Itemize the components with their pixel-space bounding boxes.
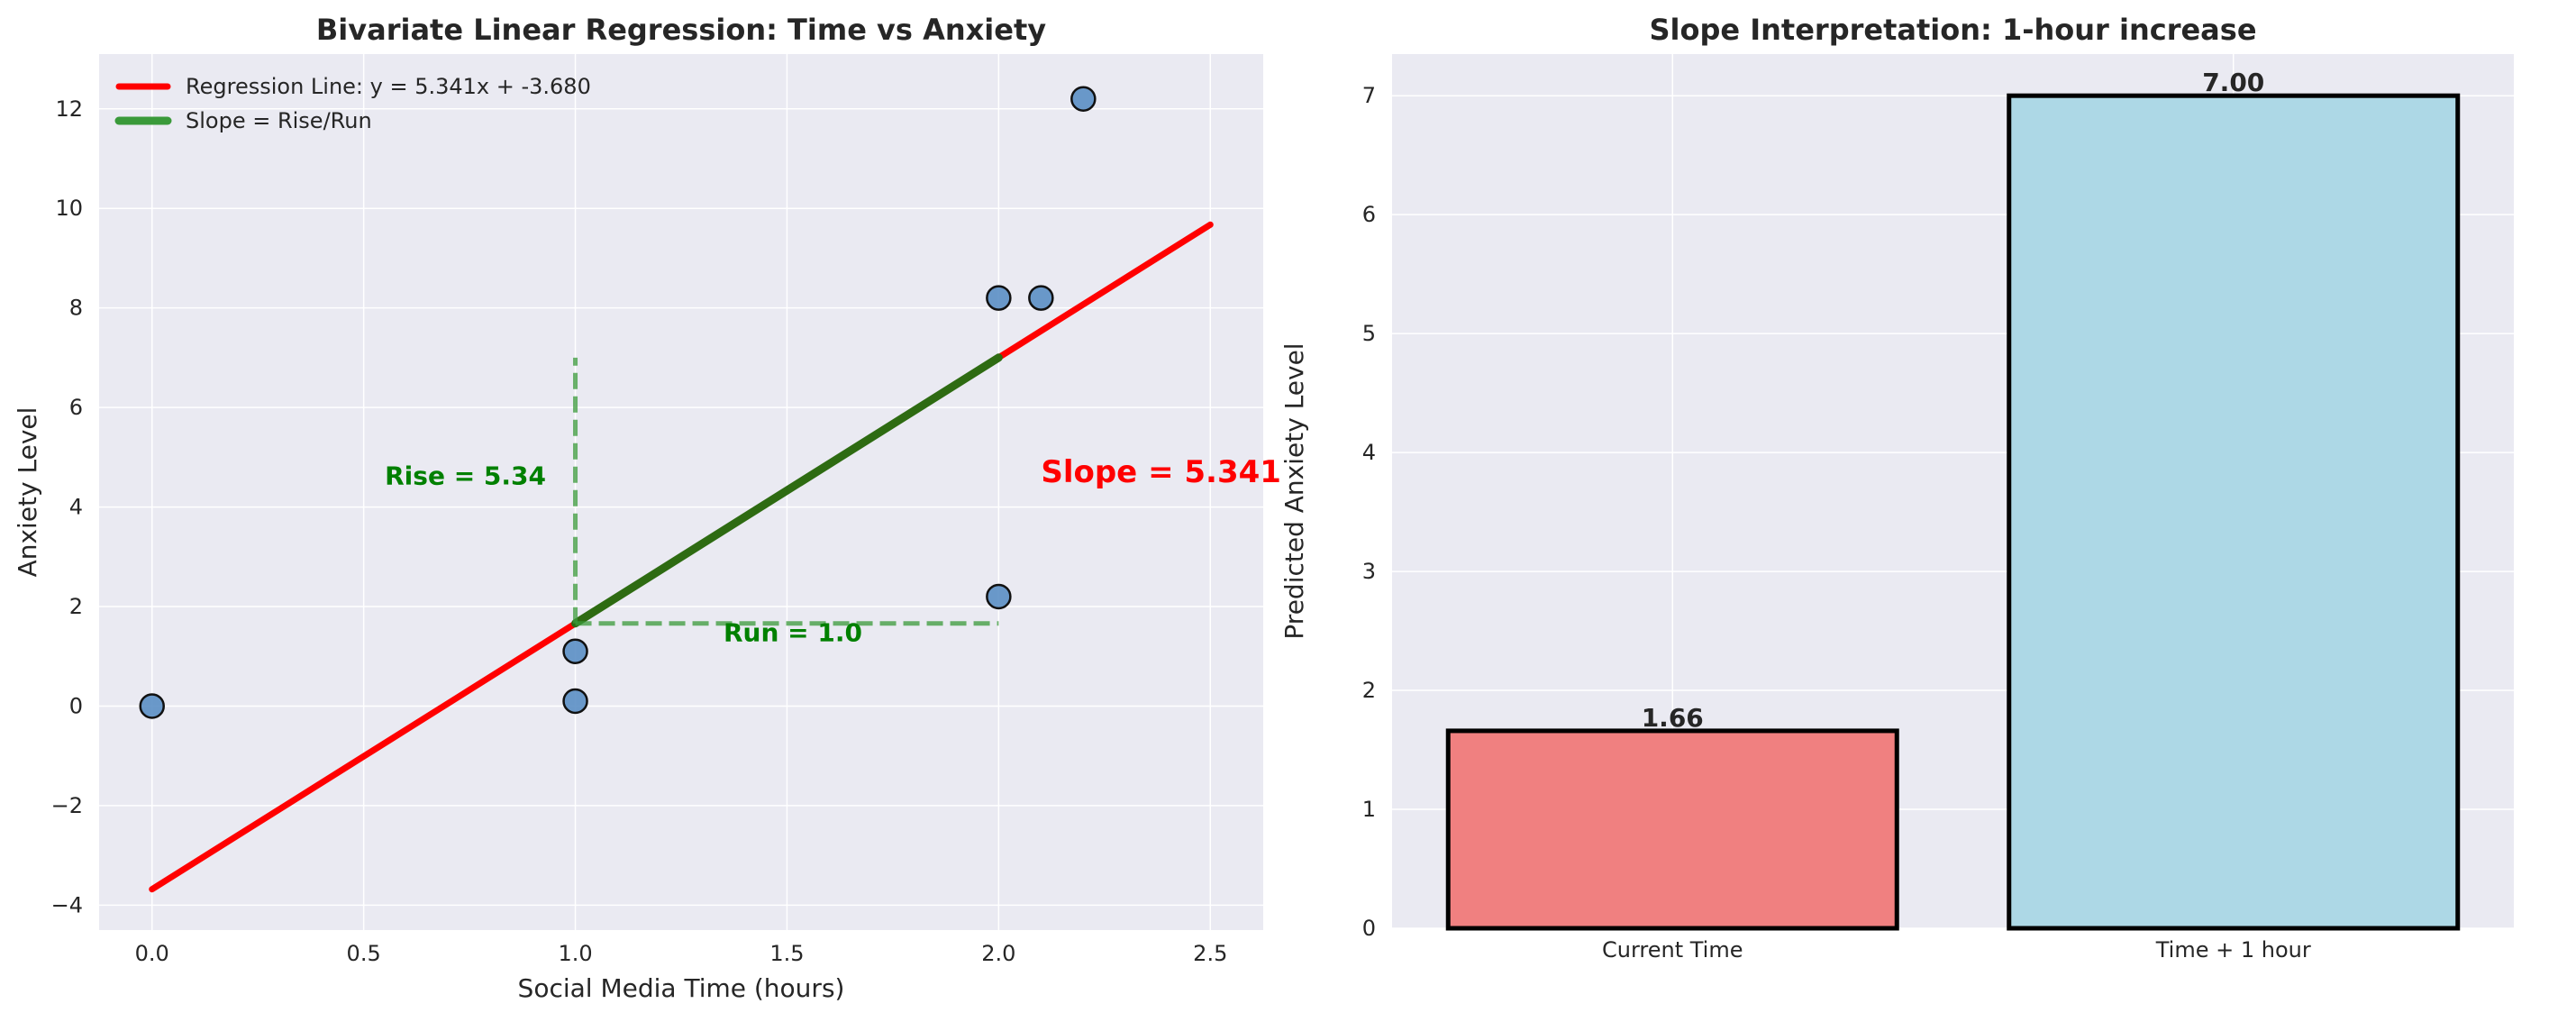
x-tick-label: 2.5 bbox=[1193, 941, 1227, 966]
bar-y-axis-label: Predicted Anxiety Level bbox=[1279, 342, 1309, 639]
y-tick-label: 0 bbox=[1362, 916, 1376, 941]
y-tick-label: −4 bbox=[51, 892, 83, 917]
legend-regression-label: Regression Line: y = 5.341x + -3.680 bbox=[186, 74, 591, 99]
y-tick-label: 4 bbox=[1362, 440, 1376, 465]
regression-y-axis-label: Anxiety Level bbox=[13, 407, 42, 578]
y-tick-label: 7 bbox=[1362, 83, 1376, 108]
regression-marks bbox=[139, 86, 1214, 893]
y-tick-label: 3 bbox=[1362, 559, 1376, 584]
bar bbox=[1445, 728, 1899, 931]
bar bbox=[2007, 93, 2461, 931]
slope-annotation: Slope = 5.341 bbox=[1041, 454, 1281, 490]
regression-chart-title: Bivariate Linear Regression: Time vs Anx… bbox=[316, 13, 1046, 47]
run-annotation: Run = 1.0 bbox=[724, 618, 862, 648]
data-point bbox=[139, 693, 165, 719]
y-tick-label: 6 bbox=[1362, 202, 1376, 227]
data-point bbox=[1070, 86, 1097, 112]
regression-x-axis-label: Social Media Time (hours) bbox=[518, 973, 845, 1003]
x-tick-label: 0.5 bbox=[347, 941, 381, 966]
regression-grid bbox=[99, 54, 1263, 930]
y-tick-label: 0 bbox=[69, 693, 83, 718]
y-tick-label: 12 bbox=[55, 96, 83, 122]
y-tick-label: 1 bbox=[1362, 797, 1376, 822]
y-tick-label: 10 bbox=[55, 196, 83, 221]
bar-value-label: 7.00 bbox=[2202, 68, 2264, 97]
x-tick-label: Current Time bbox=[1602, 937, 1743, 963]
data-point bbox=[986, 583, 1012, 610]
y-tick-label: 2 bbox=[69, 594, 83, 619]
bar-chart-title: Slope Interpretation: 1-hour increase bbox=[1649, 13, 2256, 47]
y-tick-label: 5 bbox=[1362, 321, 1376, 346]
x-tick-label: 2.0 bbox=[981, 941, 1015, 966]
x-tick-label: 1.5 bbox=[769, 941, 804, 966]
y-tick-label: 6 bbox=[69, 395, 83, 420]
y-tick-label: 4 bbox=[69, 495, 83, 520]
slope-interpretation-panel: 1.66 7.00 0 1 2 3 4 5 6 7 Current Time Time + 1 ho… bbox=[1279, 13, 2514, 963]
rise-annotation: Rise = 5.34 bbox=[385, 461, 546, 491]
data-point bbox=[562, 638, 588, 664]
legend-slope-label: Slope = Rise/Run bbox=[186, 108, 372, 133]
x-tick-label: 0.0 bbox=[135, 941, 169, 966]
y-tick-label: 8 bbox=[69, 296, 83, 321]
regression-tick-labels: 0.0 0.5 1.0 1.5 2.0 2.5 −4 −2 0 2 4 6 8 10 12 bbox=[51, 96, 1228, 966]
data-point bbox=[986, 285, 1012, 311]
slope-segment-line bbox=[571, 353, 1003, 628]
data-point bbox=[562, 688, 588, 715]
bar-marks: 1.66 7.00 bbox=[1445, 68, 2461, 931]
x-tick-label: 1.0 bbox=[558, 941, 592, 966]
y-tick-label: 2 bbox=[1362, 678, 1376, 703]
bar-tick-labels: 0 1 2 3 4 5 6 7 Current Time Time + 1 hour bbox=[1362, 83, 2311, 963]
y-tick-label: −2 bbox=[51, 793, 83, 818]
data-point bbox=[1028, 285, 1054, 311]
regression-scatter-panel: 0.0 0.5 1.0 1.5 2.0 2.5 −4 −2 0 2 4 6 8 10 12 Bivariat… bbox=[13, 13, 1281, 1003]
regression-legend: Regression Line: y = 5.341x + -3.680 Slo… bbox=[114, 74, 591, 133]
bar-value-label: 1.66 bbox=[1642, 703, 1704, 733]
x-tick-label: Time + 1 hour bbox=[2155, 937, 2311, 963]
regression-plot-area bbox=[99, 54, 1263, 930]
